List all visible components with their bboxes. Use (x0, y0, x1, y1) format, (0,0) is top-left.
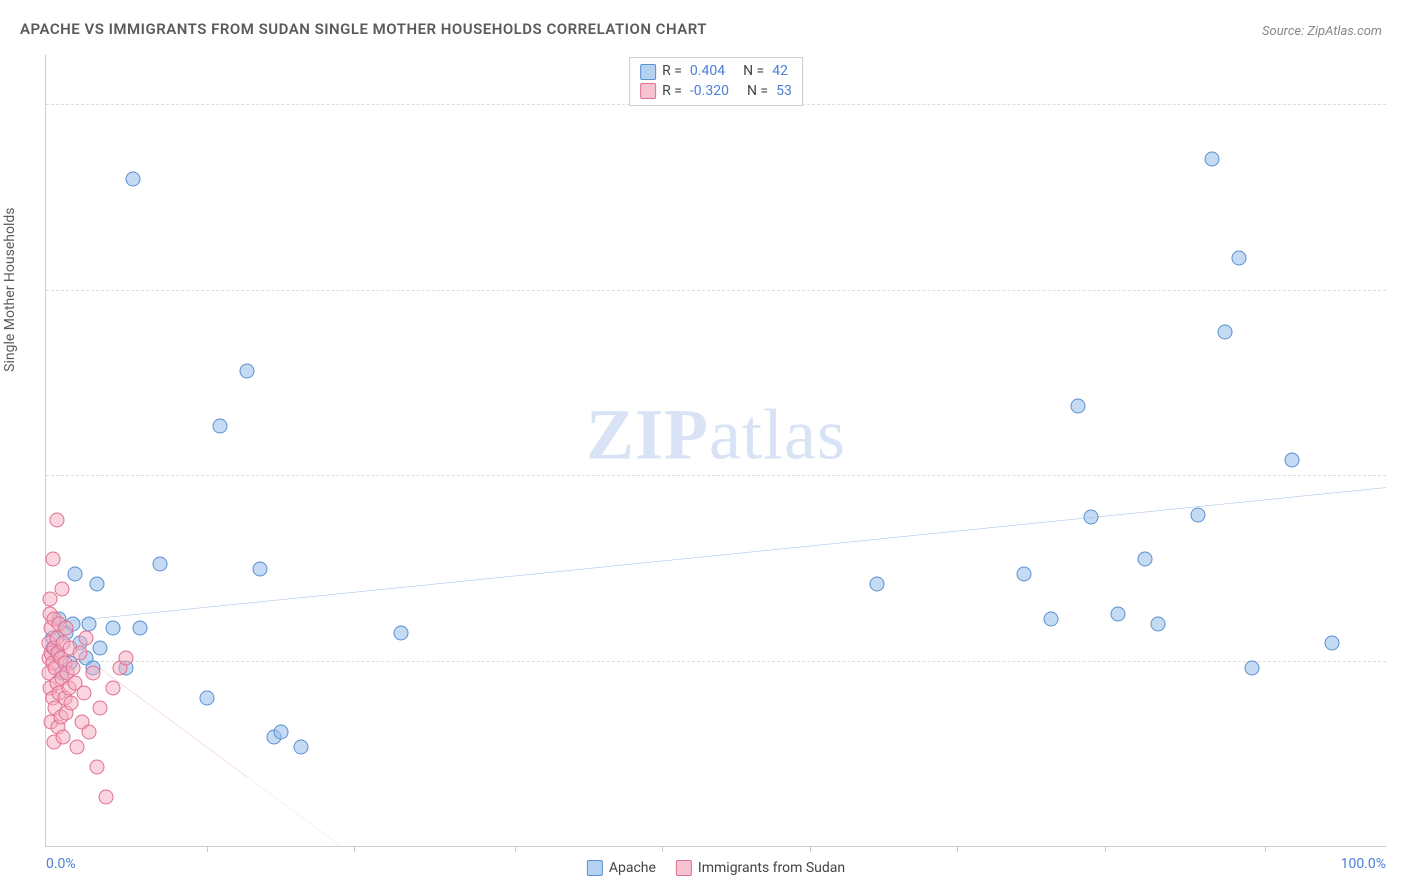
data-point (85, 665, 100, 680)
watermark: ZIPatlas (586, 393, 846, 476)
legend-swatch (640, 64, 656, 80)
data-point (293, 740, 308, 755)
legend-series: Apache Immigrants from Sudan (587, 860, 845, 876)
data-point (89, 759, 104, 774)
watermark-rest: atlas (709, 394, 846, 474)
data-point (1017, 567, 1032, 582)
data-point (1084, 510, 1099, 525)
data-point (81, 725, 96, 740)
n-label: N = (743, 62, 764, 82)
chart-title: APACHE VS IMMIGRANTS FROM SUDAN SINGLE M… (20, 20, 707, 38)
data-point (92, 700, 107, 715)
data-point (1111, 606, 1126, 621)
legend-swatch (587, 860, 603, 876)
y-axis-label: Single Mother Households (2, 208, 18, 372)
data-point (1070, 399, 1085, 414)
legend-swatch (640, 83, 656, 99)
data-point (49, 512, 64, 527)
r-value: 0.404 (690, 62, 725, 82)
n-value: 53 (776, 82, 792, 102)
data-point (152, 557, 167, 572)
data-point (1044, 611, 1059, 626)
data-point (59, 621, 74, 636)
x-minor-tick (1265, 846, 1266, 852)
data-point (869, 576, 884, 591)
data-point (76, 685, 91, 700)
data-point (1137, 552, 1152, 567)
r-label: R = (662, 62, 682, 82)
y-tick-label: 7.5% (1391, 653, 1406, 669)
source-attribution: Source: ZipAtlas.com (1262, 24, 1382, 39)
trend-lines (46, 55, 1386, 846)
x-minor-tick (207, 846, 208, 852)
data-point (132, 621, 147, 636)
data-point (79, 631, 94, 646)
data-point (1325, 636, 1340, 651)
data-point (1218, 324, 1233, 339)
data-point (99, 789, 114, 804)
legend-stat-row: R = -0.320 N = 53 (640, 82, 792, 102)
data-point (253, 562, 268, 577)
data-point (69, 740, 84, 755)
data-point (55, 581, 70, 596)
data-point (106, 621, 121, 636)
data-point (1285, 453, 1300, 468)
data-point (213, 418, 228, 433)
legend-series-label: Apache (609, 860, 656, 876)
trend-line (46, 488, 1386, 624)
legend-series-item: Apache (587, 860, 656, 876)
data-point (1191, 507, 1206, 522)
data-point (65, 661, 80, 676)
y-tick-label: 15.0% (1391, 467, 1406, 483)
r-value: -0.320 (690, 82, 729, 102)
data-point (92, 641, 107, 656)
legend-series-item: Immigrants from Sudan (676, 860, 845, 876)
x-minor-tick (354, 846, 355, 852)
r-label: R = (662, 82, 682, 102)
n-label: N = (747, 82, 768, 102)
data-point (89, 576, 104, 591)
data-point (394, 626, 409, 641)
legend-swatch (676, 860, 692, 876)
watermark-bold: ZIP (586, 394, 709, 474)
data-point (1231, 250, 1246, 265)
x-minor-tick (1105, 846, 1106, 852)
gridline-horizontal (46, 661, 1386, 662)
data-point (81, 616, 96, 631)
legend-stats: R =0.404N =42R =-0.320N =53 (629, 57, 803, 106)
x-tick-label: 0.0% (46, 856, 76, 872)
data-point (68, 567, 83, 582)
data-point (106, 680, 121, 695)
y-tick-label: 22.5% (1391, 282, 1406, 298)
gridline-horizontal (46, 290, 1386, 291)
legend-stat-row: R = 0.404 N = 42 (640, 62, 792, 82)
data-point (45, 552, 60, 567)
data-point (199, 690, 214, 705)
data-point (1204, 151, 1219, 166)
data-point (56, 730, 71, 745)
data-point (273, 725, 288, 740)
data-point (119, 651, 134, 666)
x-minor-tick (957, 846, 958, 852)
x-minor-tick (515, 846, 516, 852)
x-minor-tick (662, 846, 663, 852)
x-minor-tick (810, 846, 811, 852)
data-point (240, 364, 255, 379)
trend-line-dashed (247, 777, 341, 846)
gridline-horizontal (46, 475, 1386, 476)
data-point (1245, 661, 1260, 676)
n-value: 42 (772, 62, 788, 82)
data-point (1151, 616, 1166, 631)
x-tick-label: 100.0% (1341, 856, 1386, 872)
legend-series-label: Immigrants from Sudan (698, 860, 845, 876)
data-point (126, 171, 141, 186)
y-tick-label: 30.0% (1391, 96, 1406, 112)
scatter-plot: ZIPatlas R =0.404N =42R =-0.320N =53 Apa… (45, 55, 1386, 847)
data-point (72, 646, 87, 661)
